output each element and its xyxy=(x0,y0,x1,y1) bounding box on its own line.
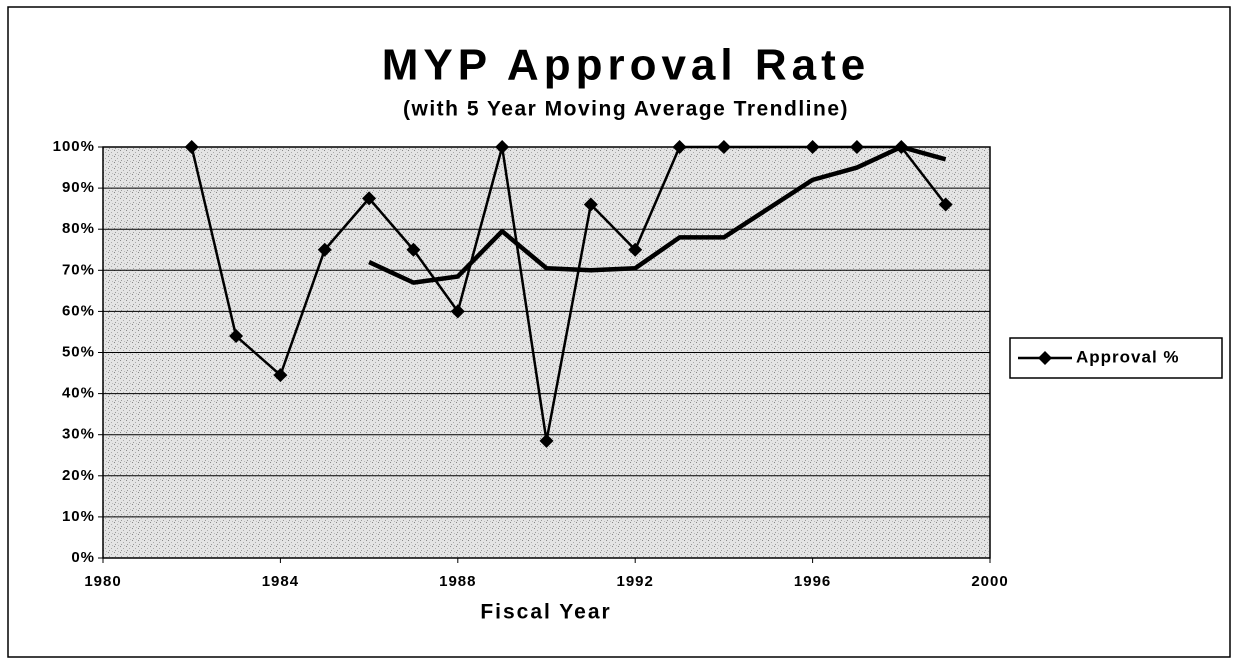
y-tick-label: 30% xyxy=(62,426,95,443)
data-marker xyxy=(406,242,421,257)
y-tick-label: 80% xyxy=(62,220,95,237)
data-marker xyxy=(362,191,377,206)
legend-marker xyxy=(1038,351,1052,365)
x-tick-label: 1980 xyxy=(84,573,121,590)
y-tick-label: 60% xyxy=(62,302,95,319)
chart-subtitle: (with 5 Year Moving Average Trendline) xyxy=(403,98,849,121)
y-tick-label: 90% xyxy=(62,179,95,196)
x-tick-label: 2000 xyxy=(971,573,1008,590)
data-marker xyxy=(672,140,687,154)
data-marker xyxy=(495,140,510,154)
x-tick-label: 1988 xyxy=(439,573,476,590)
legend xyxy=(1009,337,1223,379)
y-tick-label: 0% xyxy=(71,549,95,566)
y-tick-label: 50% xyxy=(62,343,95,360)
plot-border xyxy=(102,146,991,559)
data-marker xyxy=(184,140,199,154)
x-tick-label: 1984 xyxy=(262,573,299,590)
data-marker xyxy=(805,140,820,154)
y-tick-label: 100% xyxy=(53,138,95,155)
data-marker xyxy=(849,140,864,154)
data-marker xyxy=(583,197,598,212)
x-tick-label: 1996 xyxy=(794,573,831,590)
data-marker xyxy=(229,329,244,344)
y-tick-label: 70% xyxy=(62,261,95,278)
data-marker xyxy=(317,242,332,257)
x-tick-label: 1992 xyxy=(617,573,654,590)
trendline xyxy=(368,144,947,285)
chart-title: MYP Approval Rate xyxy=(382,41,870,90)
x-axis-label: Fiscal Year xyxy=(480,601,611,624)
data-marker xyxy=(716,140,731,154)
data-marker xyxy=(539,433,554,448)
legend-label: Approval % xyxy=(1076,347,1180,366)
data-marker xyxy=(450,304,465,319)
y-tick-label: 40% xyxy=(62,385,95,402)
y-tick-label: 20% xyxy=(62,467,95,484)
data-marker xyxy=(938,197,953,212)
data-marker xyxy=(273,368,288,383)
y-tick-label: 10% xyxy=(62,508,95,525)
data-marker xyxy=(628,242,643,257)
